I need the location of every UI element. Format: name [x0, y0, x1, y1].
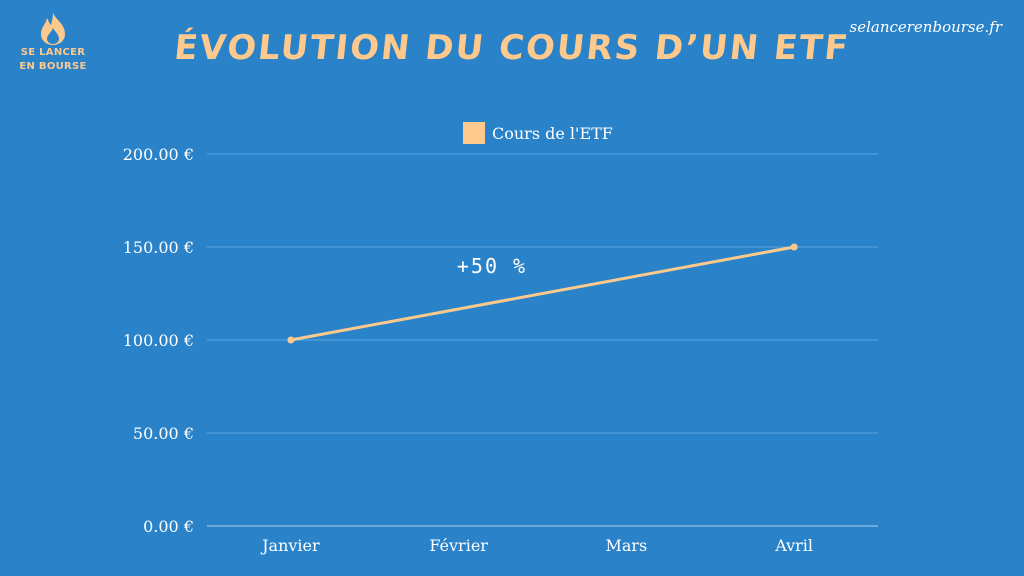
data-point [790, 243, 798, 251]
y-tick-label: 50.00 € [133, 424, 194, 443]
logo-line-2: EN BOURSE [19, 61, 87, 72]
chart-series [287, 243, 798, 344]
x-axis-ticks: Janvier Février Mars Avril [260, 536, 813, 555]
y-tick-label: 200.00 € [123, 145, 194, 164]
change-annotation: +50 % [457, 254, 527, 278]
chart-grid [207, 153, 878, 527]
x-tick-label: Janvier [260, 536, 320, 555]
legend-swatch [463, 122, 485, 144]
chart-legend: Cours de l'ETF [463, 122, 613, 144]
x-tick-label: Février [429, 536, 488, 555]
brand-logo: SE LANCER EN BOURSE [14, 12, 92, 74]
data-point [287, 336, 295, 344]
legend-label: Cours de l'ETF [492, 124, 613, 143]
y-tick-label: 100.00 € [123, 331, 194, 350]
flame-icon [41, 13, 65, 45]
y-tick-label: 0.00 € [143, 517, 194, 536]
x-tick-label: Mars [605, 536, 647, 555]
y-axis-ticks: 0.00 € 50.00 € 100.00 € 150.00 € 200.00 € [123, 145, 194, 536]
site-url: selancerenbourse.fr [849, 18, 1003, 36]
logo-line-1: SE LANCER [20, 47, 86, 58]
series-line [289, 245, 796, 342]
x-tick-label: Avril [774, 536, 813, 555]
y-tick-label: 150.00 € [123, 238, 194, 257]
